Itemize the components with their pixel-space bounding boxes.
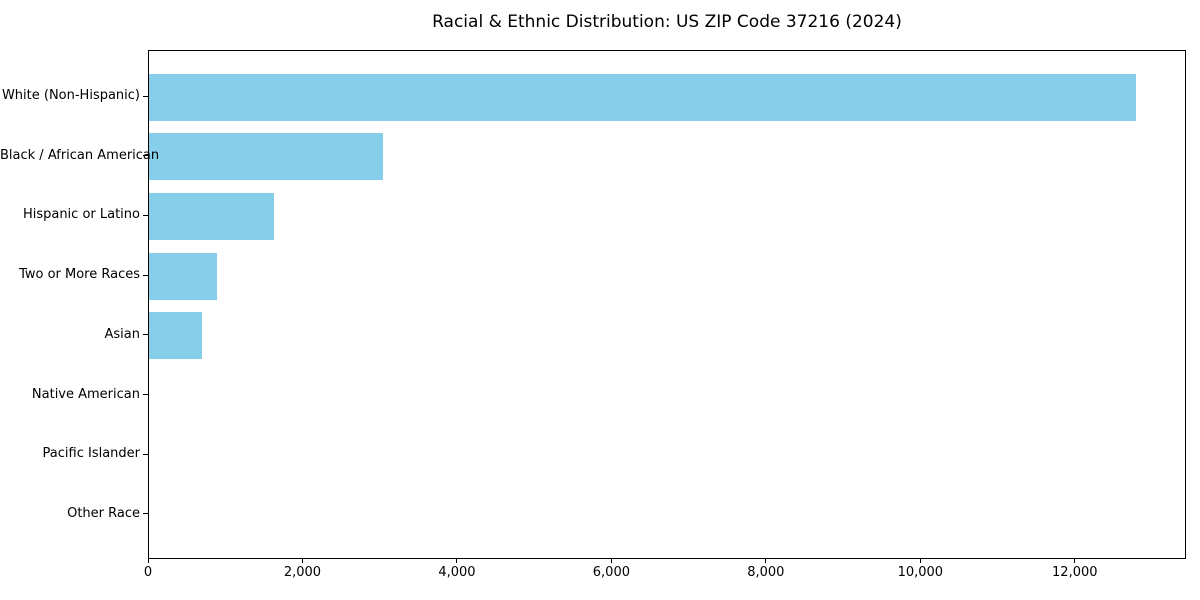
x-tick-mark <box>765 559 767 563</box>
bar-hispanic-or-latino <box>149 192 274 240</box>
x-tick-mark <box>456 559 458 563</box>
x-tick-mark <box>919 559 921 563</box>
bar-black-african-american <box>149 133 383 181</box>
y-tick-mark <box>143 513 148 515</box>
bar-asian <box>149 312 203 360</box>
y-tick-label-asian: Asian <box>104 326 140 342</box>
chart-title: Racial & Ethnic Distribution: US ZIP Cod… <box>432 12 902 32</box>
y-tick-mark <box>143 214 148 216</box>
x-tick-label-10-000: 10,000 <box>897 565 944 580</box>
y-tick-mark <box>143 394 148 395</box>
y-tick-label-black-african-american: Black / African American <box>0 147 160 163</box>
x-tick-label-12-000: 12,000 <box>1052 565 1098 580</box>
x-tick-mark <box>301 559 303 563</box>
bar-white-non-hispanic <box>149 73 1136 121</box>
x-tick-label-2-000: 2,000 <box>283 565 322 580</box>
x-tick-label-0: 0 <box>143 565 153 580</box>
x-tick-mark <box>610 559 612 563</box>
y-tick-label-other-race: Other Race <box>67 505 140 521</box>
y-tick-mark <box>143 453 148 455</box>
x-tick-label-4-000: 4,000 <box>438 565 476 580</box>
x-tick-label-8-000: 8,000 <box>747 565 785 580</box>
x-tick-mark <box>147 559 149 563</box>
y-tick-label-white-non-hispanic: White (Non-Hispanic) <box>1 88 140 103</box>
x-tick-mark <box>1074 559 1076 563</box>
y-tick-label-native-american: Native American <box>31 386 140 402</box>
y-tick-mark <box>143 155 148 157</box>
y-tick-mark <box>143 334 148 336</box>
bar-two-or-more-races <box>149 252 217 300</box>
y-tick-mark <box>143 274 148 276</box>
x-tick-label-6-000: 6,000 <box>592 565 630 580</box>
y-tick-label-two-or-more-races: Two or More Races <box>19 267 140 283</box>
plot-area <box>148 50 1186 559</box>
y-tick-label-pacific-islander: Pacific Islander <box>42 446 140 462</box>
y-tick-label-hispanic-or-latino: Hispanic or Latino <box>22 207 140 223</box>
y-tick-mark <box>143 95 148 97</box>
